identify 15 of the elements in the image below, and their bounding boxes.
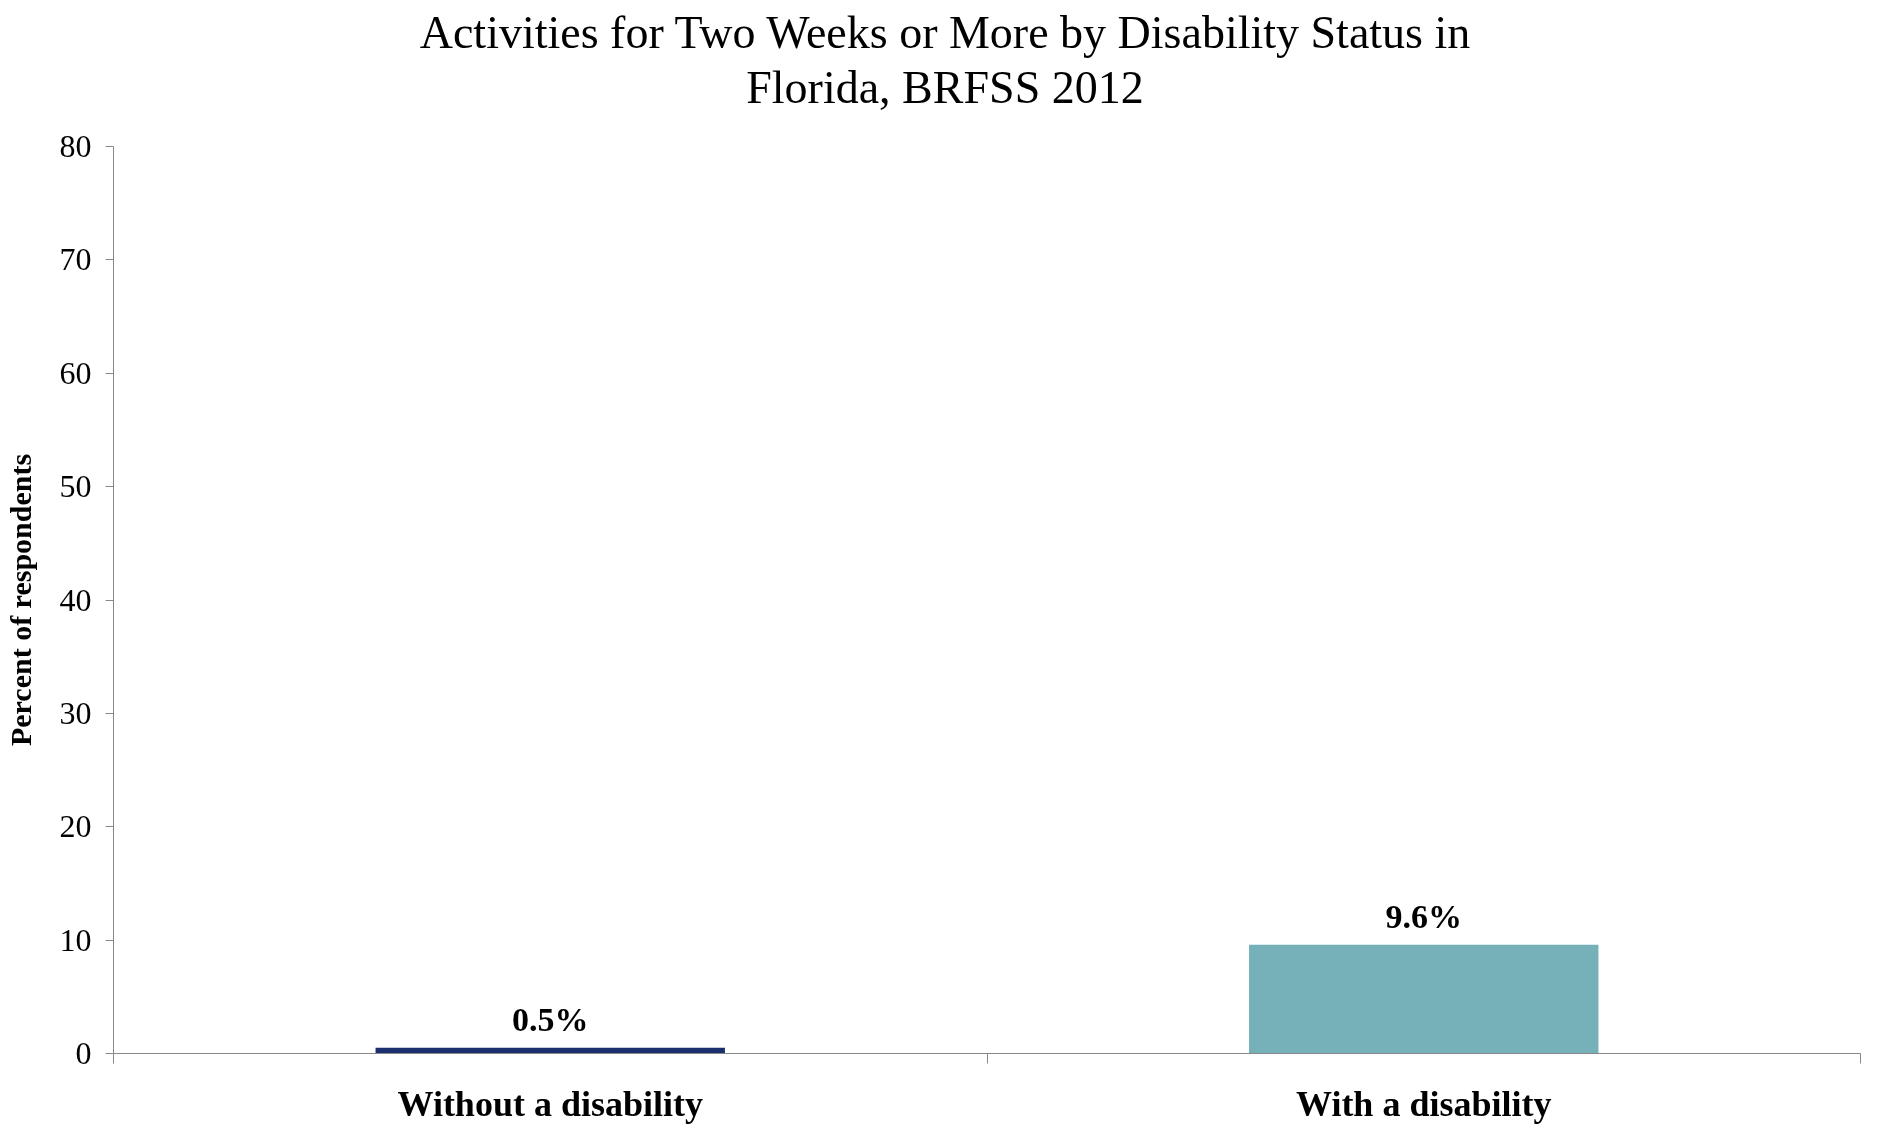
x-tick-label: Without a disability [397,1083,703,1124]
y-tick-label: 50 [59,468,92,505]
x-tick-label: With a disability [1296,1083,1552,1124]
y-tick-label: 30 [59,694,92,731]
chart-title: Activities for Two Weeks or More by Disability Status in Florida, BRFSS 2012 [419,6,1471,116]
y-tick-label: 40 [59,581,92,618]
y-tick-label: 70 [59,241,92,278]
y-tick-label: 0 [75,1035,92,1071]
y-tick-label: 80 [59,128,92,164]
y-axis-title: Percent of respondents [3,453,37,747]
data-label: 9.6% [1385,897,1462,935]
y-tick-label: 10 [59,921,92,958]
data-label: 0.5% [512,1000,589,1038]
y-tick-label: 60 [59,354,92,391]
y-tick-label: 20 [59,808,92,845]
